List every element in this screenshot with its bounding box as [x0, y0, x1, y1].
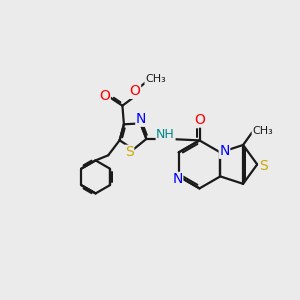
- Text: O: O: [99, 89, 110, 103]
- Text: CH₃: CH₃: [252, 126, 273, 136]
- Text: CH₃: CH₃: [145, 74, 166, 84]
- Text: N: N: [172, 172, 183, 186]
- Text: N: N: [136, 112, 146, 126]
- Text: N: N: [219, 144, 230, 158]
- Text: O: O: [130, 84, 140, 98]
- Text: S: S: [125, 145, 134, 159]
- Text: O: O: [194, 113, 205, 127]
- Text: NH: NH: [156, 128, 175, 141]
- Text: S: S: [259, 159, 268, 172]
